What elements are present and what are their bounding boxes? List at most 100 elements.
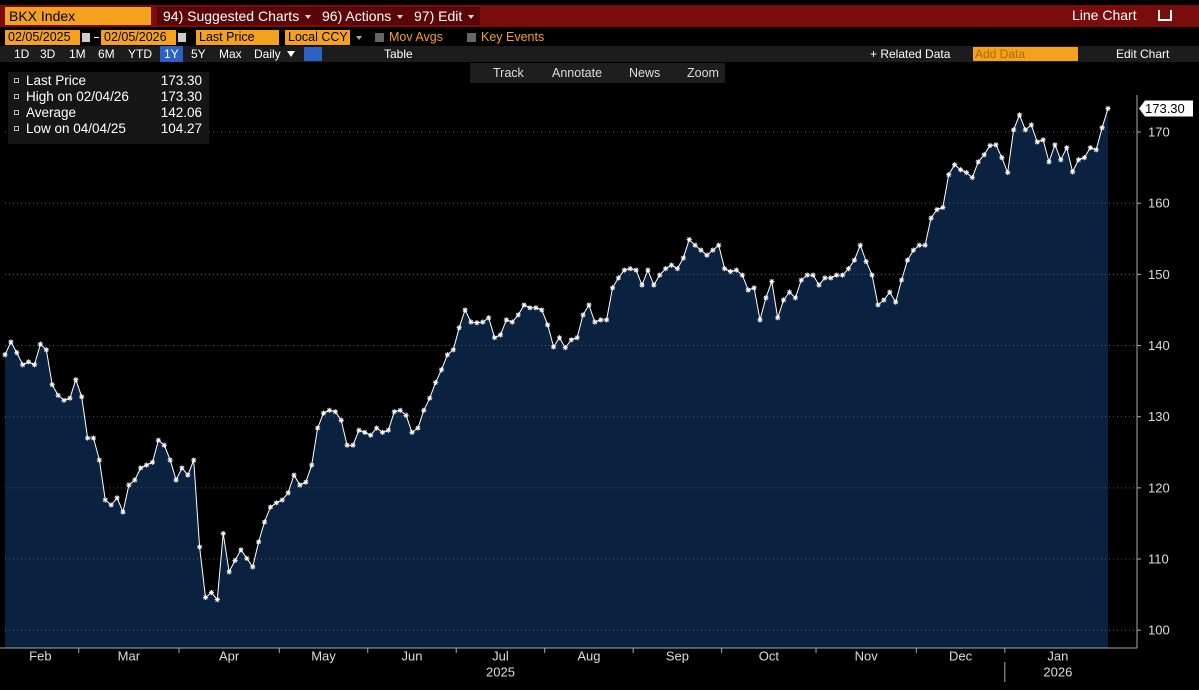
- point-marker: [993, 142, 999, 148]
- legend-icon: [14, 94, 19, 99]
- toggle-label[interactable]: Key Events: [481, 30, 545, 44]
- point-marker: [828, 275, 834, 281]
- period-bar: [0, 46, 1199, 62]
- menu[interactable]: 96) Actions: [316, 7, 410, 25]
- checkbox[interactable]: [467, 33, 476, 42]
- y-tick-label: 140: [1148, 338, 1170, 353]
- point-marker: [545, 322, 551, 328]
- point-marker: [320, 410, 327, 416]
- period-button[interactable]: 1D: [14, 47, 30, 61]
- line-icon[interactable]: [304, 47, 322, 61]
- point-marker: [167, 457, 173, 463]
- point-marker: [568, 337, 574, 343]
- x-tick-label: Jul: [492, 648, 509, 663]
- year-label: 2026: [1043, 664, 1072, 679]
- y-tick-label: 110: [1148, 551, 1169, 566]
- point-marker: [462, 307, 468, 313]
- date-separator: [94, 37, 99, 38]
- point-marker: [155, 437, 161, 443]
- menu[interactable]: 97) Edit: [408, 7, 481, 25]
- point-marker: [733, 267, 740, 273]
- point-marker: [427, 395, 433, 401]
- y-tick-label: 100: [1148, 623, 1170, 638]
- point-marker: [350, 442, 356, 448]
- toggle-label[interactable]: Mov Avgs: [389, 30, 443, 44]
- point-marker: [999, 155, 1005, 161]
- calendar-icon[interactable]: [178, 33, 186, 42]
- checkbox[interactable]: [375, 33, 384, 42]
- add-data-input[interactable]: Add Data: [973, 47, 1078, 61]
- point-marker: [73, 377, 79, 383]
- point-marker: [804, 272, 810, 278]
- point-marker: [84, 435, 91, 441]
- point-marker: [822, 275, 828, 281]
- point-marker: [934, 206, 940, 213]
- start-date[interactable]: 02/05/2025: [5, 30, 80, 45]
- period-button[interactable]: Max: [219, 47, 242, 61]
- point-marker: [798, 277, 804, 283]
- period-button[interactable]: YTD: [128, 47, 152, 61]
- related-data[interactable]: + Related Data: [870, 47, 951, 61]
- point-marker: [256, 539, 262, 545]
- table-button[interactable]: Table: [384, 47, 413, 61]
- point-marker: [480, 319, 486, 325]
- point-marker: [1087, 145, 1093, 151]
- point-marker: [1011, 127, 1017, 133]
- frequency[interactable]: Daily: [254, 47, 281, 61]
- period-button[interactable]: 5Y: [191, 47, 206, 61]
- point-marker: [114, 495, 120, 501]
- point-marker: [704, 252, 710, 258]
- period-button[interactable]: 6M: [98, 47, 115, 61]
- point-marker: [556, 335, 563, 341]
- point-marker: [14, 350, 20, 356]
- point-marker: [893, 299, 899, 305]
- point-marker: [580, 312, 586, 318]
- end-date[interactable]: 02/05/2026: [101, 30, 176, 45]
- point-marker: [881, 297, 887, 303]
- point-marker: [1040, 137, 1046, 143]
- point-marker: [232, 557, 238, 564]
- currency-input[interactable]: Local CCY: [285, 30, 350, 45]
- year-label: 2025: [486, 664, 515, 679]
- point-marker: [126, 482, 132, 488]
- legend-value: 104.27: [160, 121, 202, 136]
- tool-button[interactable]: Track: [493, 66, 524, 80]
- point-marker: [1064, 145, 1070, 151]
- period-button[interactable]: 1Y: [160, 46, 183, 62]
- ticker-input[interactable]: BKX Index: [5, 7, 151, 25]
- point-marker: [1005, 169, 1011, 176]
- point-marker: [1070, 169, 1076, 175]
- point-marker: [403, 412, 409, 418]
- point-marker: [845, 266, 852, 272]
- tool-button[interactable]: Zoom: [687, 66, 719, 80]
- point-marker: [680, 255, 686, 261]
- period-button[interactable]: 1M: [69, 47, 86, 61]
- point-marker: [627, 266, 633, 272]
- dropdown-arrow[interactable]: [356, 36, 362, 40]
- point-marker: [297, 482, 303, 488]
- point-marker: [138, 465, 144, 471]
- edit-chart[interactable]: Edit Chart: [1116, 47, 1170, 61]
- calendar-icon[interactable]: [82, 33, 90, 42]
- point-marker: [745, 287, 751, 293]
- point-marker: [1052, 142, 1058, 148]
- menu[interactable]: 94) Suggested Charts: [157, 7, 318, 25]
- point-marker: [857, 242, 863, 248]
- point-marker: [769, 278, 775, 285]
- legend-icon: [14, 126, 19, 131]
- point-marker: [780, 297, 787, 303]
- point-marker: [1105, 105, 1111, 112]
- period-button[interactable]: 3D: [40, 47, 56, 61]
- chart-type[interactable]: Line Chart: [1072, 7, 1137, 23]
- point-marker: [1099, 125, 1105, 131]
- point-marker: [1046, 159, 1052, 165]
- tool-button[interactable]: News: [629, 66, 661, 80]
- tool-button[interactable]: Annotate: [552, 66, 603, 80]
- dropdown-arrow[interactable]: [287, 51, 295, 57]
- legend-label: Last Price: [26, 73, 87, 88]
- point-marker: [1028, 122, 1034, 128]
- share-icon[interactable]: [1158, 10, 1172, 21]
- field-input[interactable]: Last Price: [196, 30, 279, 45]
- point-marker: [904, 257, 911, 263]
